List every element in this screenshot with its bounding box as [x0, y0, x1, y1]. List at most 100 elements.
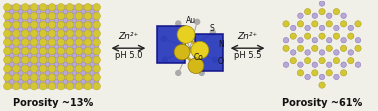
Circle shape [347, 16, 354, 23]
Circle shape [30, 74, 38, 81]
Circle shape [23, 71, 28, 75]
Circle shape [312, 62, 318, 67]
Circle shape [54, 14, 59, 18]
Circle shape [48, 56, 56, 64]
Circle shape [3, 56, 11, 64]
Circle shape [14, 53, 19, 58]
Circle shape [319, 16, 325, 23]
Circle shape [355, 38, 361, 43]
Circle shape [93, 12, 101, 20]
Circle shape [3, 4, 11, 11]
Circle shape [22, 30, 29, 37]
Circle shape [72, 66, 77, 71]
Circle shape [94, 44, 99, 49]
Circle shape [36, 22, 41, 27]
Circle shape [5, 71, 10, 75]
Circle shape [81, 14, 86, 18]
Circle shape [326, 70, 332, 76]
Circle shape [81, 70, 86, 76]
Circle shape [12, 21, 20, 29]
Circle shape [81, 49, 86, 53]
Circle shape [81, 79, 86, 85]
Circle shape [36, 5, 41, 10]
Circle shape [90, 5, 94, 10]
Circle shape [85, 62, 90, 67]
Circle shape [54, 70, 59, 76]
Circle shape [71, 9, 77, 14]
Circle shape [27, 53, 33, 58]
Circle shape [66, 47, 74, 55]
Circle shape [94, 71, 99, 75]
Circle shape [355, 62, 361, 67]
Circle shape [27, 26, 33, 32]
Circle shape [66, 21, 74, 29]
Circle shape [283, 29, 290, 35]
Circle shape [199, 70, 204, 75]
Circle shape [57, 12, 65, 20]
Circle shape [283, 62, 289, 67]
Circle shape [36, 26, 42, 32]
Circle shape [59, 9, 63, 14]
Circle shape [63, 58, 68, 62]
Circle shape [290, 41, 297, 48]
Circle shape [12, 47, 20, 55]
Circle shape [311, 70, 318, 76]
Circle shape [68, 62, 72, 67]
Circle shape [9, 70, 15, 76]
Circle shape [63, 9, 68, 14]
Circle shape [59, 44, 63, 49]
Circle shape [32, 79, 37, 84]
Circle shape [312, 13, 318, 18]
Circle shape [75, 4, 82, 11]
Circle shape [27, 79, 33, 85]
Circle shape [48, 21, 56, 29]
Circle shape [50, 62, 54, 67]
Circle shape [66, 56, 74, 64]
Circle shape [90, 53, 95, 58]
Circle shape [3, 39, 11, 46]
Circle shape [22, 74, 29, 81]
Circle shape [161, 36, 166, 41]
Circle shape [27, 35, 33, 41]
Circle shape [348, 25, 353, 31]
Circle shape [39, 47, 47, 55]
Circle shape [341, 38, 346, 43]
Circle shape [72, 58, 77, 62]
Circle shape [333, 16, 340, 23]
Circle shape [41, 79, 45, 84]
Circle shape [5, 62, 10, 67]
Circle shape [93, 65, 101, 72]
Circle shape [94, 62, 99, 67]
Circle shape [90, 26, 95, 32]
Circle shape [30, 30, 38, 37]
Circle shape [304, 9, 311, 15]
Circle shape [27, 49, 32, 53]
Circle shape [41, 71, 45, 75]
Circle shape [23, 27, 28, 32]
Circle shape [72, 5, 77, 10]
Circle shape [90, 31, 94, 36]
Circle shape [36, 9, 42, 14]
Circle shape [36, 14, 41, 18]
Circle shape [177, 26, 195, 43]
Circle shape [22, 12, 29, 20]
Circle shape [63, 61, 68, 67]
Circle shape [45, 18, 50, 23]
Circle shape [54, 5, 59, 10]
Circle shape [93, 30, 101, 37]
Circle shape [355, 53, 361, 60]
Circle shape [36, 84, 41, 89]
Circle shape [57, 30, 65, 37]
Circle shape [3, 74, 11, 81]
Circle shape [94, 36, 99, 40]
Circle shape [27, 22, 32, 27]
Circle shape [12, 56, 20, 64]
Circle shape [311, 21, 318, 27]
Circle shape [9, 9, 15, 14]
Circle shape [54, 40, 59, 45]
Circle shape [30, 56, 38, 64]
Circle shape [50, 79, 54, 84]
Circle shape [54, 22, 59, 27]
Circle shape [327, 13, 332, 18]
Circle shape [48, 12, 56, 20]
